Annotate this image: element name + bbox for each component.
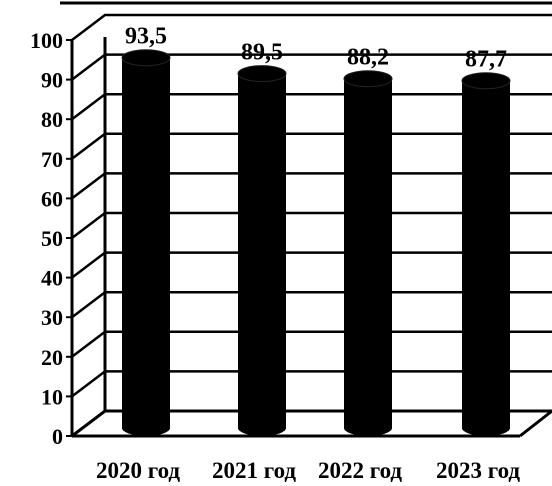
y-tick-label: 30 (41, 305, 63, 330)
bar-top (461, 72, 511, 90)
y-tick-label: 60 (41, 186, 63, 211)
bar-body (344, 78, 392, 436)
y-tick-label: 10 (41, 384, 63, 409)
data-label: 89,5 (241, 40, 283, 66)
x-tick-label: 2023 год (436, 458, 520, 483)
gridline (71, 330, 552, 358)
bar-body (462, 80, 510, 436)
x-tick-label: 2021 год (212, 458, 296, 483)
gridline (71, 172, 552, 200)
bar-top (343, 70, 393, 88)
gridline (71, 251, 552, 279)
x-tick-label: 2020 год (96, 458, 180, 483)
floor-right-edge (519, 409, 552, 438)
x-axis: 2020 год 2021 год 2022 год 2023 год (96, 458, 520, 483)
y-tick-label: 70 (41, 147, 63, 172)
gridline (71, 53, 552, 81)
bar-top (121, 49, 171, 67)
gridlines (71, 13, 552, 398)
gridline (71, 290, 552, 319)
y-tick-label: 40 (41, 266, 63, 291)
bar-2022 год (343, 70, 393, 436)
bar-top (237, 65, 287, 83)
y-tick-label: 0 (52, 424, 63, 449)
data-labels: 93,5 89,5 88,2 87,7 (125, 24, 507, 73)
gridline (71, 211, 552, 239)
gridline (71, 92, 552, 121)
bars (121, 49, 511, 437)
y-tick-label: 20 (41, 345, 63, 370)
x-tick-label: 2022 год (318, 458, 402, 483)
y-axis: 0 10 20 30 40 50 60 70 80 90 100 (30, 28, 74, 449)
y-tick-label: 90 (41, 68, 63, 93)
gridline (71, 132, 552, 160)
chart-walls (60, 1, 552, 438)
bar-body (122, 57, 170, 437)
gridline (71, 13, 552, 41)
data-label: 88,2 (347, 45, 389, 71)
gridline (71, 370, 552, 398)
bar-2020 год (121, 49, 171, 437)
data-label: 93,5 (125, 24, 167, 50)
floor-back-edge (71, 409, 552, 438)
bar-2021 год (237, 65, 287, 436)
data-label: 87,7 (465, 47, 507, 73)
y-tick-label: 50 (41, 226, 63, 251)
y-tick-label: 80 (41, 107, 63, 132)
bar-2023 год (461, 72, 511, 436)
bar-body (238, 73, 286, 436)
y-tick-label: 100 (30, 28, 63, 53)
